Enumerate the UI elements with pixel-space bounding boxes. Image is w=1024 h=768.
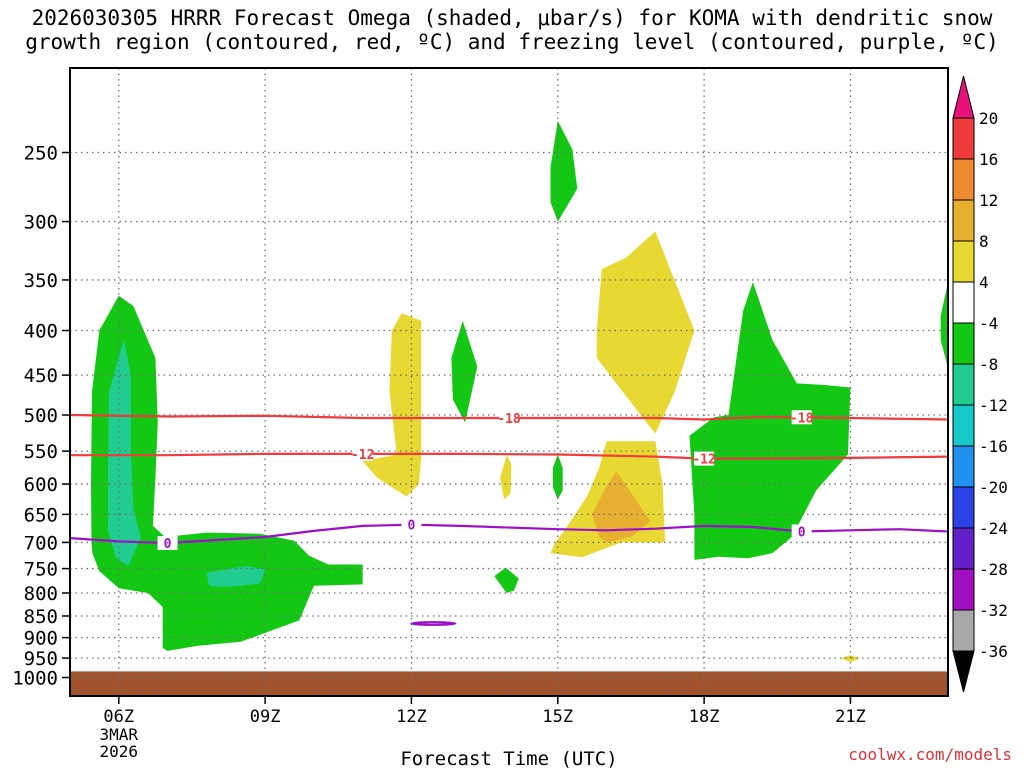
y-tick-label-950: 950: [24, 648, 58, 670]
colorbar-bin-0: [952, 117, 975, 160]
colorbar-label-8: -16: [979, 437, 1008, 456]
omega-yellow-14z: [500, 454, 512, 500]
colorbar-bin-8: [952, 445, 975, 488]
omega-yellow-16z-upper: [596, 231, 695, 434]
x-tick-label-15Z: 15Z: [542, 707, 573, 727]
x-date-label-2026: 2026: [100, 742, 139, 761]
y-tick-label-750: 750: [24, 559, 58, 581]
x-tick-label-06Z: 06Z: [103, 707, 134, 727]
credit-text: coolwx.com/models: [848, 745, 1012, 764]
y-tick-label-550: 550: [24, 441, 58, 463]
dendritic-minus18-label-1: -18: [790, 411, 814, 426]
y-tick-label-300: 300: [24, 212, 58, 234]
omega-green-14z-lower: [494, 567, 519, 593]
colorbar-label-1: 16: [979, 150, 998, 169]
omega-green-15z-small: [552, 454, 563, 500]
omega-green-250: [550, 120, 578, 222]
colorbar-bin-12: [952, 609, 975, 652]
freezing-level-0-label-bg-0: [157, 535, 178, 550]
freezing-level-0-line: [69, 523, 949, 545]
ground-layer: [70, 671, 948, 696]
omega-yellow-21z-small: [840, 655, 861, 663]
colorbar: 20 16 12 8 4 -4 -8 -12 -16 -20 -24 -28 -32 -36: [952, 75, 1008, 693]
axes-layer: 2503003504004505005506006507007508008509…: [12, 143, 866, 761]
y-tick-label-600: 600: [24, 474, 58, 496]
dendritic-minus18-label-bg-1: [791, 410, 812, 425]
freezing-level-0-label-2: 0: [798, 525, 806, 540]
colorbar-bin-7: [952, 404, 975, 447]
freezing-level-0-label-bg-1: [401, 517, 422, 532]
colorbar-bin-6: [952, 363, 975, 406]
y-tick-label-900: 900: [24, 628, 58, 650]
omega-teal-left-blob: [206, 566, 266, 587]
colorbar-bin-5: [952, 322, 975, 365]
colorbar-bin-10: [952, 527, 975, 570]
y-tick-label-500: 500: [24, 405, 58, 427]
colorbar-label-10: -24: [979, 519, 1008, 538]
dendritic-minus12-label-1: -12: [692, 453, 715, 468]
contour-layer: -18 -18 -12 -12 0 0 0: [69, 410, 949, 626]
y-tick-label-650: 650: [24, 504, 58, 526]
colorbar-label-2: 12: [979, 191, 998, 210]
omega-orange-16z: [591, 471, 651, 543]
omega-yellow-12z: [362, 313, 422, 497]
x-tick-label-09Z: 09Z: [250, 707, 281, 727]
title-line-1: 2026030305 HRRR Forecast Omega (shaded, …: [31, 6, 993, 30]
colorbar-bin-3: [952, 240, 975, 283]
colorbar-label-9: -20: [979, 478, 1008, 497]
dendritic-minus18-label-bg-0: [499, 411, 519, 426]
dendritic-minus12-line: [70, 452, 949, 460]
colorbar-label-11: -28: [979, 560, 1008, 579]
colorbar-bin-1: [952, 158, 975, 201]
freezing-level-0-label-0: 0: [164, 537, 172, 552]
x-date-label-3MAR: 3MAR: [100, 725, 139, 744]
freezing-ellipse-865: [410, 621, 457, 626]
omega-green-right: [689, 282, 851, 560]
dendritic-minus12-label-bg-0: [352, 446, 373, 461]
title-line-2: growth region (contoured, red, ºC) and f…: [25, 30, 999, 54]
dendritic-minus18-label-0: -18: [497, 412, 521, 427]
plot-border: [69, 67, 949, 697]
colorbar-bin-11: [952, 568, 975, 611]
colorbar-bottom-arrow: [952, 650, 975, 693]
dendritic-minus12-label-0: -12: [351, 448, 374, 463]
colorbar-label-13: -36: [979, 642, 1008, 661]
y-tick-label-1000: 1000: [12, 668, 58, 690]
omega-teal-left-column: [108, 339, 141, 566]
y-tick-label-450: 450: [24, 365, 58, 387]
colorbar-label-5: -4: [979, 314, 998, 333]
ground-fill: [70, 671, 948, 696]
x-axis-label: Forecast Time (UTC): [400, 748, 617, 768]
freezing-level-0-label-1: 0: [408, 519, 416, 534]
colorbar-label-7: -12: [979, 396, 1008, 415]
colorbar-bin-2: [952, 199, 975, 242]
omega-green-left: [91, 295, 363, 651]
freezing-level-0-label-bg-2: [791, 524, 812, 539]
omega-shading-layer: [91, 120, 948, 663]
colorbar-label-6: -8: [979, 355, 998, 374]
x-tick-label-18Z: 18Z: [689, 707, 720, 727]
omega-green-right-edge: [940, 282, 948, 369]
omega-green-450: [451, 320, 478, 423]
colorbar-label-3: 8: [979, 232, 989, 251]
y-tick-label-700: 700: [24, 532, 58, 554]
y-tick-label-850: 850: [24, 606, 58, 628]
y-tick-label-350: 350: [24, 270, 58, 292]
colorbar-label-0: 20: [979, 109, 998, 128]
chart-title: 2026030305 HRRR Forecast Omega (shaded, …: [0, 6, 1024, 54]
colorbar-label-4: 4: [979, 273, 989, 292]
colorbar-bin-9: [952, 486, 975, 529]
x-tick-label-12Z: 12Z: [396, 707, 427, 727]
y-tick-label-400: 400: [24, 321, 58, 343]
y-tick-label-800: 800: [24, 583, 58, 605]
colorbar-top-arrow: [952, 75, 975, 119]
colorbar-label-12: -32: [979, 601, 1008, 620]
x-tick-label-21Z: 21Z: [835, 707, 866, 727]
colorbar-bin-4: [952, 281, 975, 324]
dendritic-minus12-label-bg-1: [694, 451, 715, 466]
y-tick-label-250: 250: [24, 143, 58, 165]
